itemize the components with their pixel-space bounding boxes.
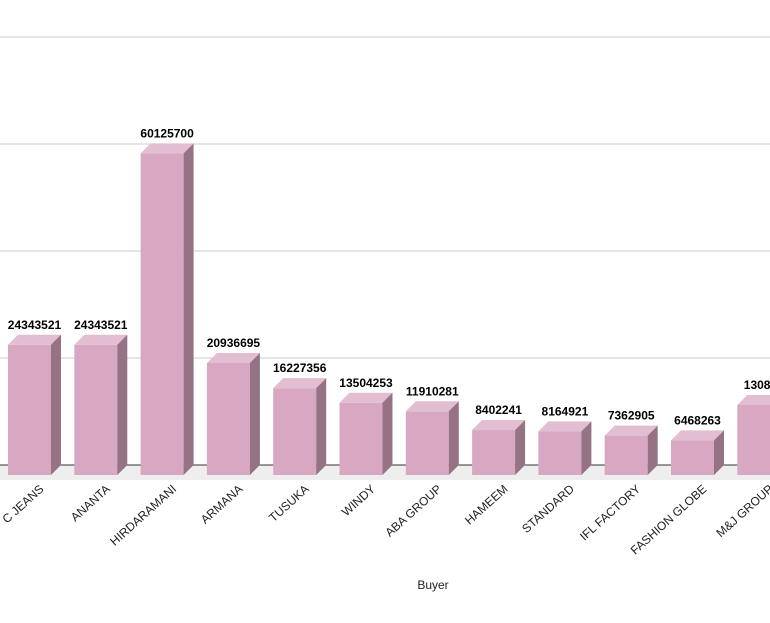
bar-top (405, 401, 459, 412)
bar-top (74, 334, 128, 345)
bar-top (206, 352, 260, 363)
bar-top (339, 392, 393, 403)
bar (671, 430, 724, 475)
x-tick-label: ANANTA (68, 482, 113, 524)
x-tick-label: M&J GROUP (713, 482, 770, 540)
bar (405, 401, 459, 475)
value-labels: 24343521 24343521 60125700 20936695 16227356… (8, 126, 770, 427)
value-label: 130844 (744, 378, 770, 392)
bar-side (448, 401, 459, 475)
x-tick-label: HAMEEM (462, 482, 511, 528)
bar-top (671, 430, 724, 441)
bar-side (581, 421, 592, 475)
bar-front (339, 402, 383, 475)
bar-front (671, 440, 714, 475)
bar-side (316, 378, 327, 475)
bar-front (273, 388, 317, 475)
bar-top (472, 420, 526, 431)
bar (8, 334, 61, 475)
bar-side (249, 352, 260, 475)
bar (273, 378, 327, 475)
bar-front (8, 344, 51, 475)
bar-side (51, 334, 61, 475)
bar (604, 425, 658, 475)
x-tick-label: ARMANA (198, 482, 246, 527)
value-label: 60125700 (140, 126, 194, 140)
x-tick-label: IFL FACTORY (577, 482, 643, 544)
value-label: 7362905 (608, 409, 655, 423)
bar-front (538, 431, 582, 475)
bar (472, 420, 526, 475)
value-label: 6468263 (674, 413, 721, 427)
bar-side (515, 420, 526, 475)
x-tick-label: STANDARD (519, 482, 577, 536)
bar (206, 352, 260, 475)
value-label: 16227356 (273, 361, 327, 375)
bar-top (8, 334, 61, 345)
value-label: 11910281 (406, 384, 459, 398)
bar-front (206, 362, 250, 475)
bar-side (183, 143, 194, 475)
value-label: 8402241 (475, 403, 522, 417)
bar (140, 143, 194, 475)
bar-side (714, 430, 724, 475)
x-tick-label: TUSUKA (266, 482, 312, 525)
bar-front (604, 435, 648, 475)
bar-top (538, 421, 592, 432)
grid-lines (0, 36, 770, 359)
bar-front (74, 344, 118, 475)
bar-front (140, 153, 184, 475)
bar-top (273, 378, 327, 389)
bar-front (472, 430, 516, 475)
bar-top (604, 425, 658, 436)
value-label: 24343521 (74, 318, 128, 332)
value-label: 8164921 (542, 404, 589, 418)
bar-side (382, 392, 393, 475)
bars (8, 143, 770, 475)
x-tick-label: ABA GROUP (382, 482, 444, 540)
x-tick-label: WINDY (339, 482, 378, 519)
bar-side (647, 425, 658, 475)
bar (74, 334, 128, 475)
bar-top (737, 394, 770, 405)
bar (737, 394, 770, 475)
value-label: 13504253 (339, 376, 393, 390)
x-tick-label: C JEANS (0, 482, 47, 526)
x-tick-label: HIRDARAMANI (107, 482, 179, 549)
value-label: 20936695 (207, 336, 261, 350)
value-label: 24343521 (8, 318, 62, 332)
bar-side (117, 334, 128, 475)
x-axis-title: Buyer (417, 578, 448, 592)
bar-top (140, 143, 194, 154)
bar (339, 392, 393, 475)
bar (538, 421, 592, 475)
bar-front (405, 411, 449, 475)
bar-front (737, 404, 770, 475)
